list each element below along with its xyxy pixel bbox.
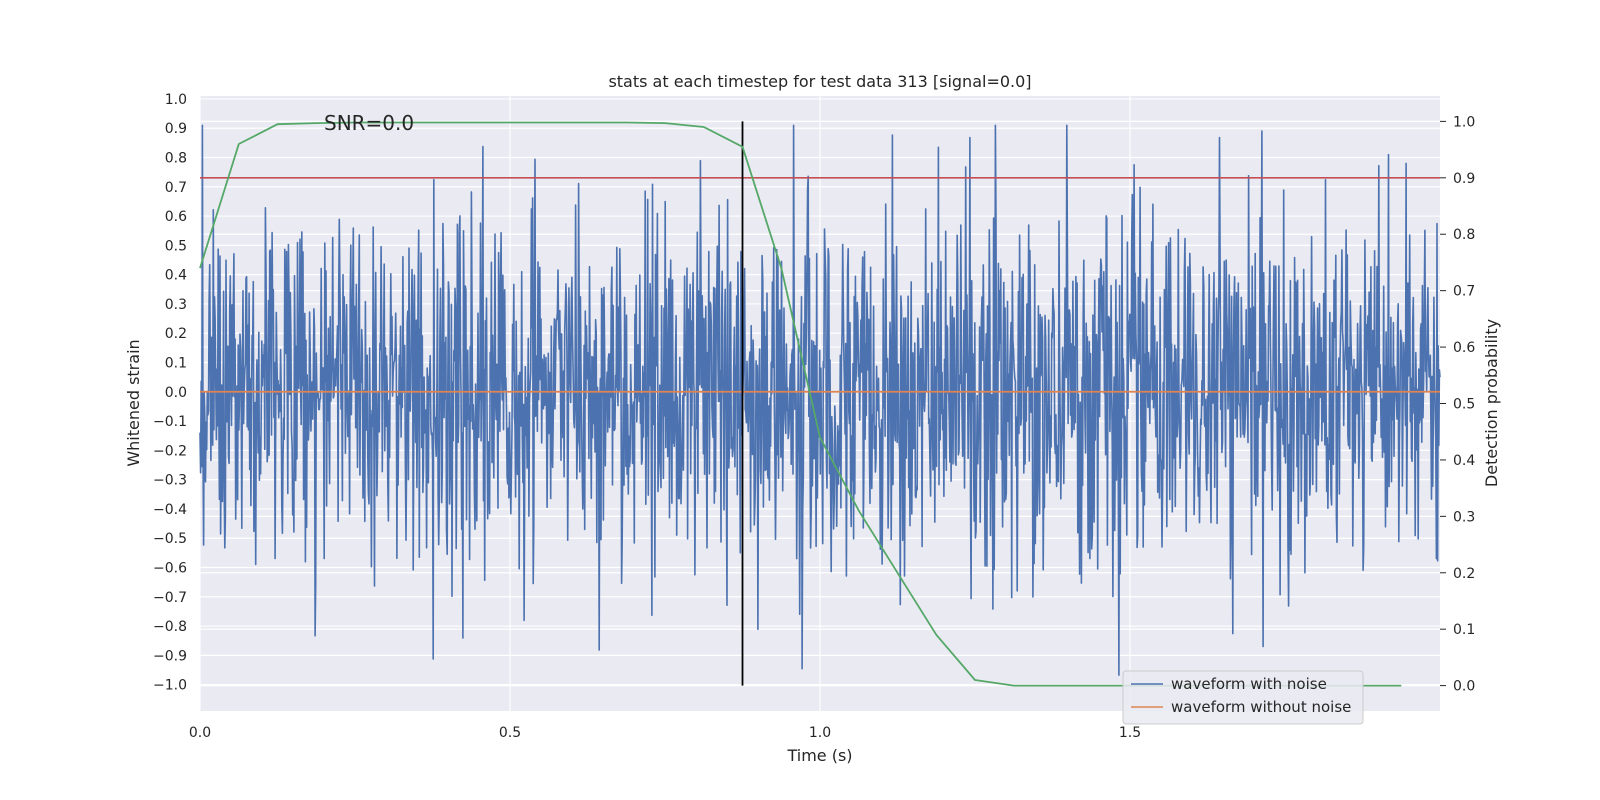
y2-tick-label: 1.0 [1453,114,1475,130]
y-tick-label: −0.4 [153,502,187,518]
snr-annotation: SNR=0.0 [324,111,414,135]
y2-tick-label: 0.0 [1453,679,1475,695]
legend-label-clean: waveform without noise [1171,698,1351,716]
y2-tick-label: 0.2 [1453,566,1475,582]
y-tick-label: −0.9 [153,648,187,664]
y-tick-label: 0.4 [165,268,187,284]
x-tick-label: 1.0 [809,725,831,741]
y-tick-label: 0.9 [165,121,187,137]
legend-label-noise: waveform with noise [1171,675,1327,693]
y-tick-label: 0.1 [165,356,187,372]
y-axis-label: Whitened strain [124,339,143,466]
y-tick-label: −0.7 [153,590,187,606]
y2-tick-label: 0.9 [1453,171,1475,187]
legend: waveform with noise waveform without noi… [1122,670,1364,725]
y2-tick-label: 0.8 [1453,227,1475,243]
y-tick-label: −0.6 [153,561,187,577]
y-tick-label: −0.5 [153,531,187,547]
y-tick-label: −0.1 [153,414,187,430]
y-tick-label: 1.0 [165,92,187,108]
legend-box [1122,670,1364,725]
y-tick-label: 0.2 [165,326,187,342]
x-tick-label: 0.0 [189,725,211,741]
axes: 0.0 0.5 1.0 1.5 1.0 0.9 0.8 0.7 0.6 0.5 0.4 0.3 0.2 0… [153,92,1475,741]
y-tick-label: −0.2 [153,443,187,459]
y2-tick-label: 0.3 [1453,509,1475,525]
y2-tick-label: 0.4 [1453,453,1475,469]
y-tick-label: 0.3 [165,297,187,313]
x-tick-label: 1.5 [1119,725,1141,741]
y2-tick-label: 0.5 [1453,397,1475,413]
y2-axis-label: Detection probability [1482,319,1501,487]
y-tick-label: −0.8 [153,619,187,635]
y2-tick-label: 0.7 [1453,284,1475,300]
y2-tick-label: 0.6 [1453,340,1475,356]
y-tick-label: −1.0 [153,678,187,694]
y-tick-label: 0.5 [165,238,187,254]
series-waveform-with-noise [199,124,1441,676]
y-tick-label: 0.0 [165,385,187,401]
x-tick-label: 0.5 [499,725,521,741]
y-tick-label: −0.3 [153,473,187,489]
y-tick-label: 0.6 [165,209,187,225]
y2-tick-label: 0.1 [1453,622,1475,638]
chart-title: stats at each timestep for test data 313… [608,72,1031,91]
y-tick-label: 0.8 [165,151,187,167]
y-tick-label: 0.7 [165,180,187,196]
x-axis-label: Time (s) [786,746,852,765]
